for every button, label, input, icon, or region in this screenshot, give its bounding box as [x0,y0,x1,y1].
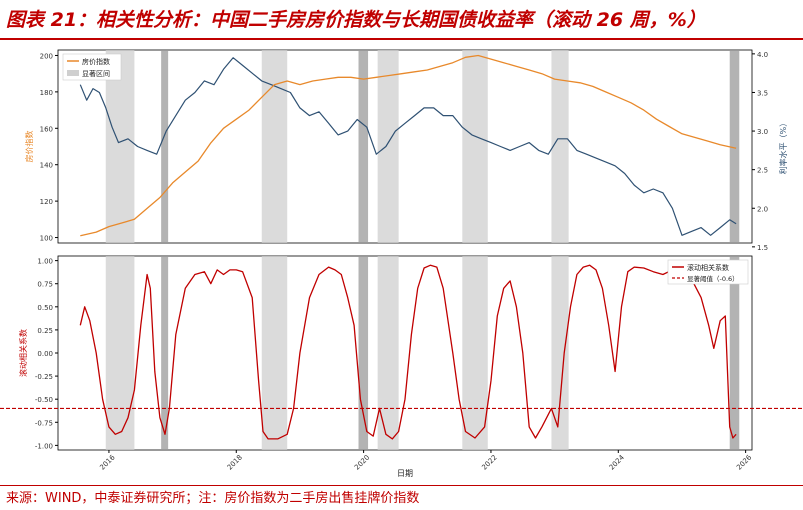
top-shade-3 [358,50,369,243]
bottom-legend-label-1: 显著阈值（-0.6） [687,274,739,283]
bottom-shade-6 [551,256,569,450]
x-axis-label: 日期 [397,469,413,478]
top-left-tick-label-3: 160 [40,125,53,133]
top-legend-label-0: 房价指数 [82,57,110,66]
correlation-line [79,264,737,440]
source-divider [0,485,803,486]
top-right-tick-label-0: 1.5 [757,244,768,252]
top-right-tick-label-1: 2.0 [757,205,768,213]
bottom-tick-label-4: 0.00 [37,350,53,358]
top-left-tick-label-2: 140 [40,162,53,170]
bottom-shade-2 [261,256,288,450]
bottom-tick-label-6: 0.50 [37,304,53,312]
bottom-legend-label-0: 滚动相关系数 [687,263,729,272]
rate-line [79,57,737,236]
bottom-legend-box [667,259,749,285]
x-tick-label-0: 2016 [98,453,117,472]
top-shade-1 [161,50,169,243]
bottom-tick-label-0: -1.00 [35,442,53,450]
figure-title: 图表 21：相关性分析：中国二手房房价指数与长期国债收益率（滚动 26 周，%） [6,9,706,31]
bottom-tick-label-3: -0.25 [35,373,53,381]
x-tick-label-1: 2018 [226,453,244,471]
top-shade-7 [729,50,740,243]
bottom-shade-4 [377,256,399,450]
title-divider [0,38,803,40]
bottom-shade-1 [161,256,169,450]
top-right-tick-label-4: 3.5 [757,89,768,97]
top-left-tick-label-4: 180 [40,89,53,97]
x-tick-label-5: 2026 [735,453,754,472]
top-legend-swatch-1 [67,70,79,76]
house-price-line [80,54,737,237]
top-left-tick-label-5: 200 [40,52,53,60]
top-right-tick-label-2: 2.5 [757,167,768,175]
top-right-axis-label: 利率水平（%） [778,119,788,175]
correlation-chart: 100 120 140 160 180 200 1.5 2.0 2.5 3.0 3.5 4.0 房价指数… [0,49,803,478]
source-note: 来源：WIND，中泰证券研究所；注：房价指数为二手房出售挂牌价指数 [6,491,420,506]
bottom-tick-label-1: -0.75 [35,419,53,427]
top-shade-5 [462,50,488,243]
top-shade-4 [377,50,399,243]
bottom-tick-label-2: -0.50 [35,396,53,404]
top-right-tick-label-5: 4.0 [757,51,768,59]
bottom-shade-0 [105,256,135,450]
top-left-tick-label-1: 120 [40,198,53,206]
x-tick-label-2: 2020 [353,453,371,471]
top-shade-6 [551,50,569,243]
top-legend-label-1: 显著区间 [82,69,110,78]
bottom-tick-label-7: 0.75 [37,281,53,289]
x-tick-label-3: 2022 [480,453,498,471]
bottom-shade-7 [729,256,740,450]
top-left-axis-label: 房价指数 [24,131,34,163]
bottom-shade-5 [462,256,488,450]
bottom-axis-label: 滚动相关系数 [18,329,28,377]
top-shade-2 [261,50,288,243]
x-tick-label-4: 2024 [608,453,627,472]
bottom-tick-label-5: 0.25 [37,327,53,335]
top-left-tick-label-0: 100 [40,235,53,243]
top-right-tick-label-3: 3.0 [757,128,768,136]
bottom-tick-label-8: 1.00 [37,258,53,266]
top-panel-frame [57,49,753,244]
top-shade-0 [105,50,135,243]
bottom-shade-3 [358,256,369,450]
